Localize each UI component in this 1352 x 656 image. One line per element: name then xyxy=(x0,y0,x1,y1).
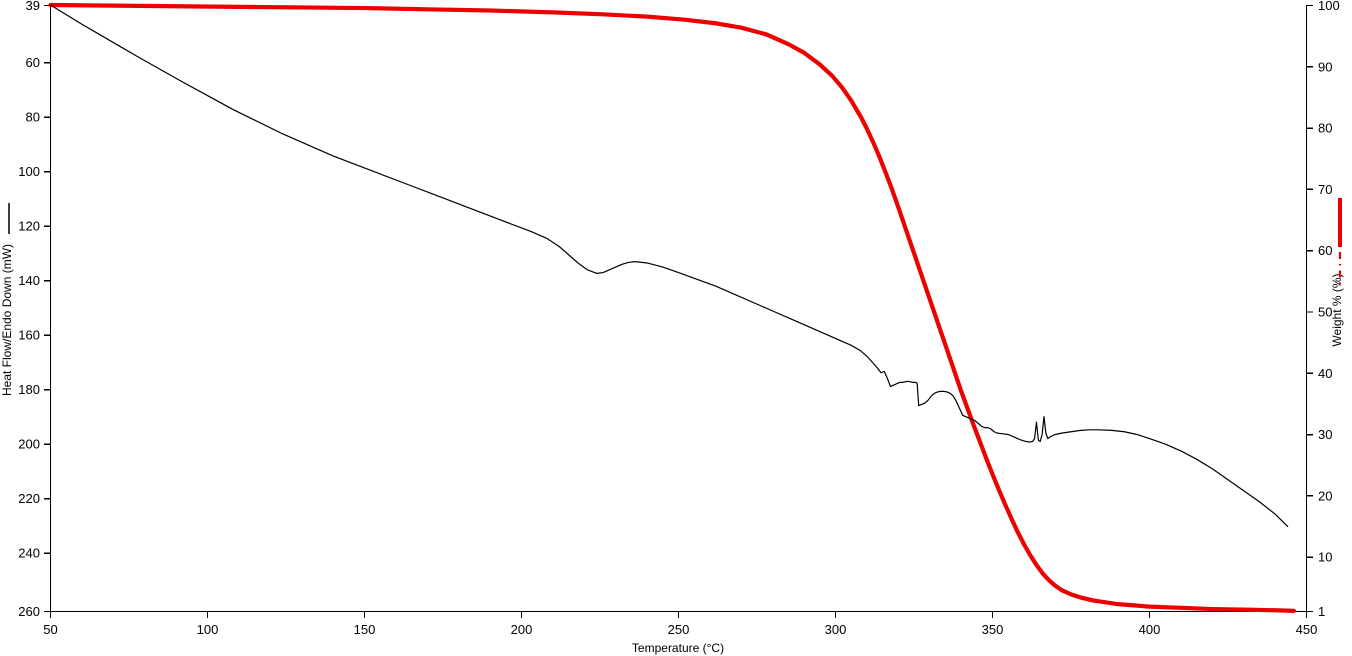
right-tick-label: 60 xyxy=(1318,243,1332,258)
x-tick-label: 350 xyxy=(982,622,1004,637)
left-tick-label: 120 xyxy=(18,219,40,234)
left-axis-title: Heat Flow/Endo Down (mW) xyxy=(0,244,14,396)
right-tick-label: 80 xyxy=(1318,121,1332,136)
x-tick-label: 400 xyxy=(1139,622,1161,637)
x-tick-label: 300 xyxy=(825,622,847,637)
left-tick-label: 260 xyxy=(18,604,40,619)
left-tick-label: 220 xyxy=(18,491,40,506)
left-tick-label: 240 xyxy=(18,546,40,561)
right-tick-label: 1 xyxy=(1318,604,1325,619)
series-heat-flow xyxy=(49,4,1289,528)
left-tick-label: 140 xyxy=(18,273,40,288)
right-tick-label: 40 xyxy=(1318,366,1332,381)
x-axis-ticks: 50 100 150 200 250 300 350 400 450 xyxy=(43,611,1318,637)
x-tick-label: 250 xyxy=(668,622,690,637)
x-tick-label: 150 xyxy=(354,622,376,637)
right-tick-label: 90 xyxy=(1318,59,1332,74)
x-tick-label: 450 xyxy=(1296,622,1318,637)
right-tick-label: 50 xyxy=(1318,305,1332,320)
left-tick-label: 180 xyxy=(18,382,40,397)
left-tick-label: 60 xyxy=(26,55,40,70)
left-tick-label: 100 xyxy=(18,164,40,179)
left-axis-ticks: 39 60 80 100 120 140 160 180 200 220 240… xyxy=(18,0,51,619)
right-tick-label: 100 xyxy=(1318,0,1340,13)
right-axis-ticks: 100 90 80 70 60 50 40 30 20 10 1 xyxy=(1306,0,1340,619)
left-tick-label: 160 xyxy=(18,328,40,343)
series-weight-percent xyxy=(48,2,1297,613)
right-axis-title: Weight % (%) xyxy=(1330,273,1344,346)
right-tick-label: 10 xyxy=(1318,550,1332,565)
x-axis-title: Temperature (°C) xyxy=(632,641,724,655)
x-tick-label: 200 xyxy=(511,622,533,637)
left-tick-label: 80 xyxy=(26,110,40,125)
right-tick-label: 70 xyxy=(1318,182,1332,197)
right-tick-label: 20 xyxy=(1318,488,1332,503)
x-tick-label: 50 xyxy=(43,622,57,637)
left-tick-label: 200 xyxy=(18,437,40,452)
left-tick-label: 39 xyxy=(26,0,40,13)
x-tick-label: 100 xyxy=(197,622,219,637)
right-tick-label: 30 xyxy=(1318,427,1332,442)
